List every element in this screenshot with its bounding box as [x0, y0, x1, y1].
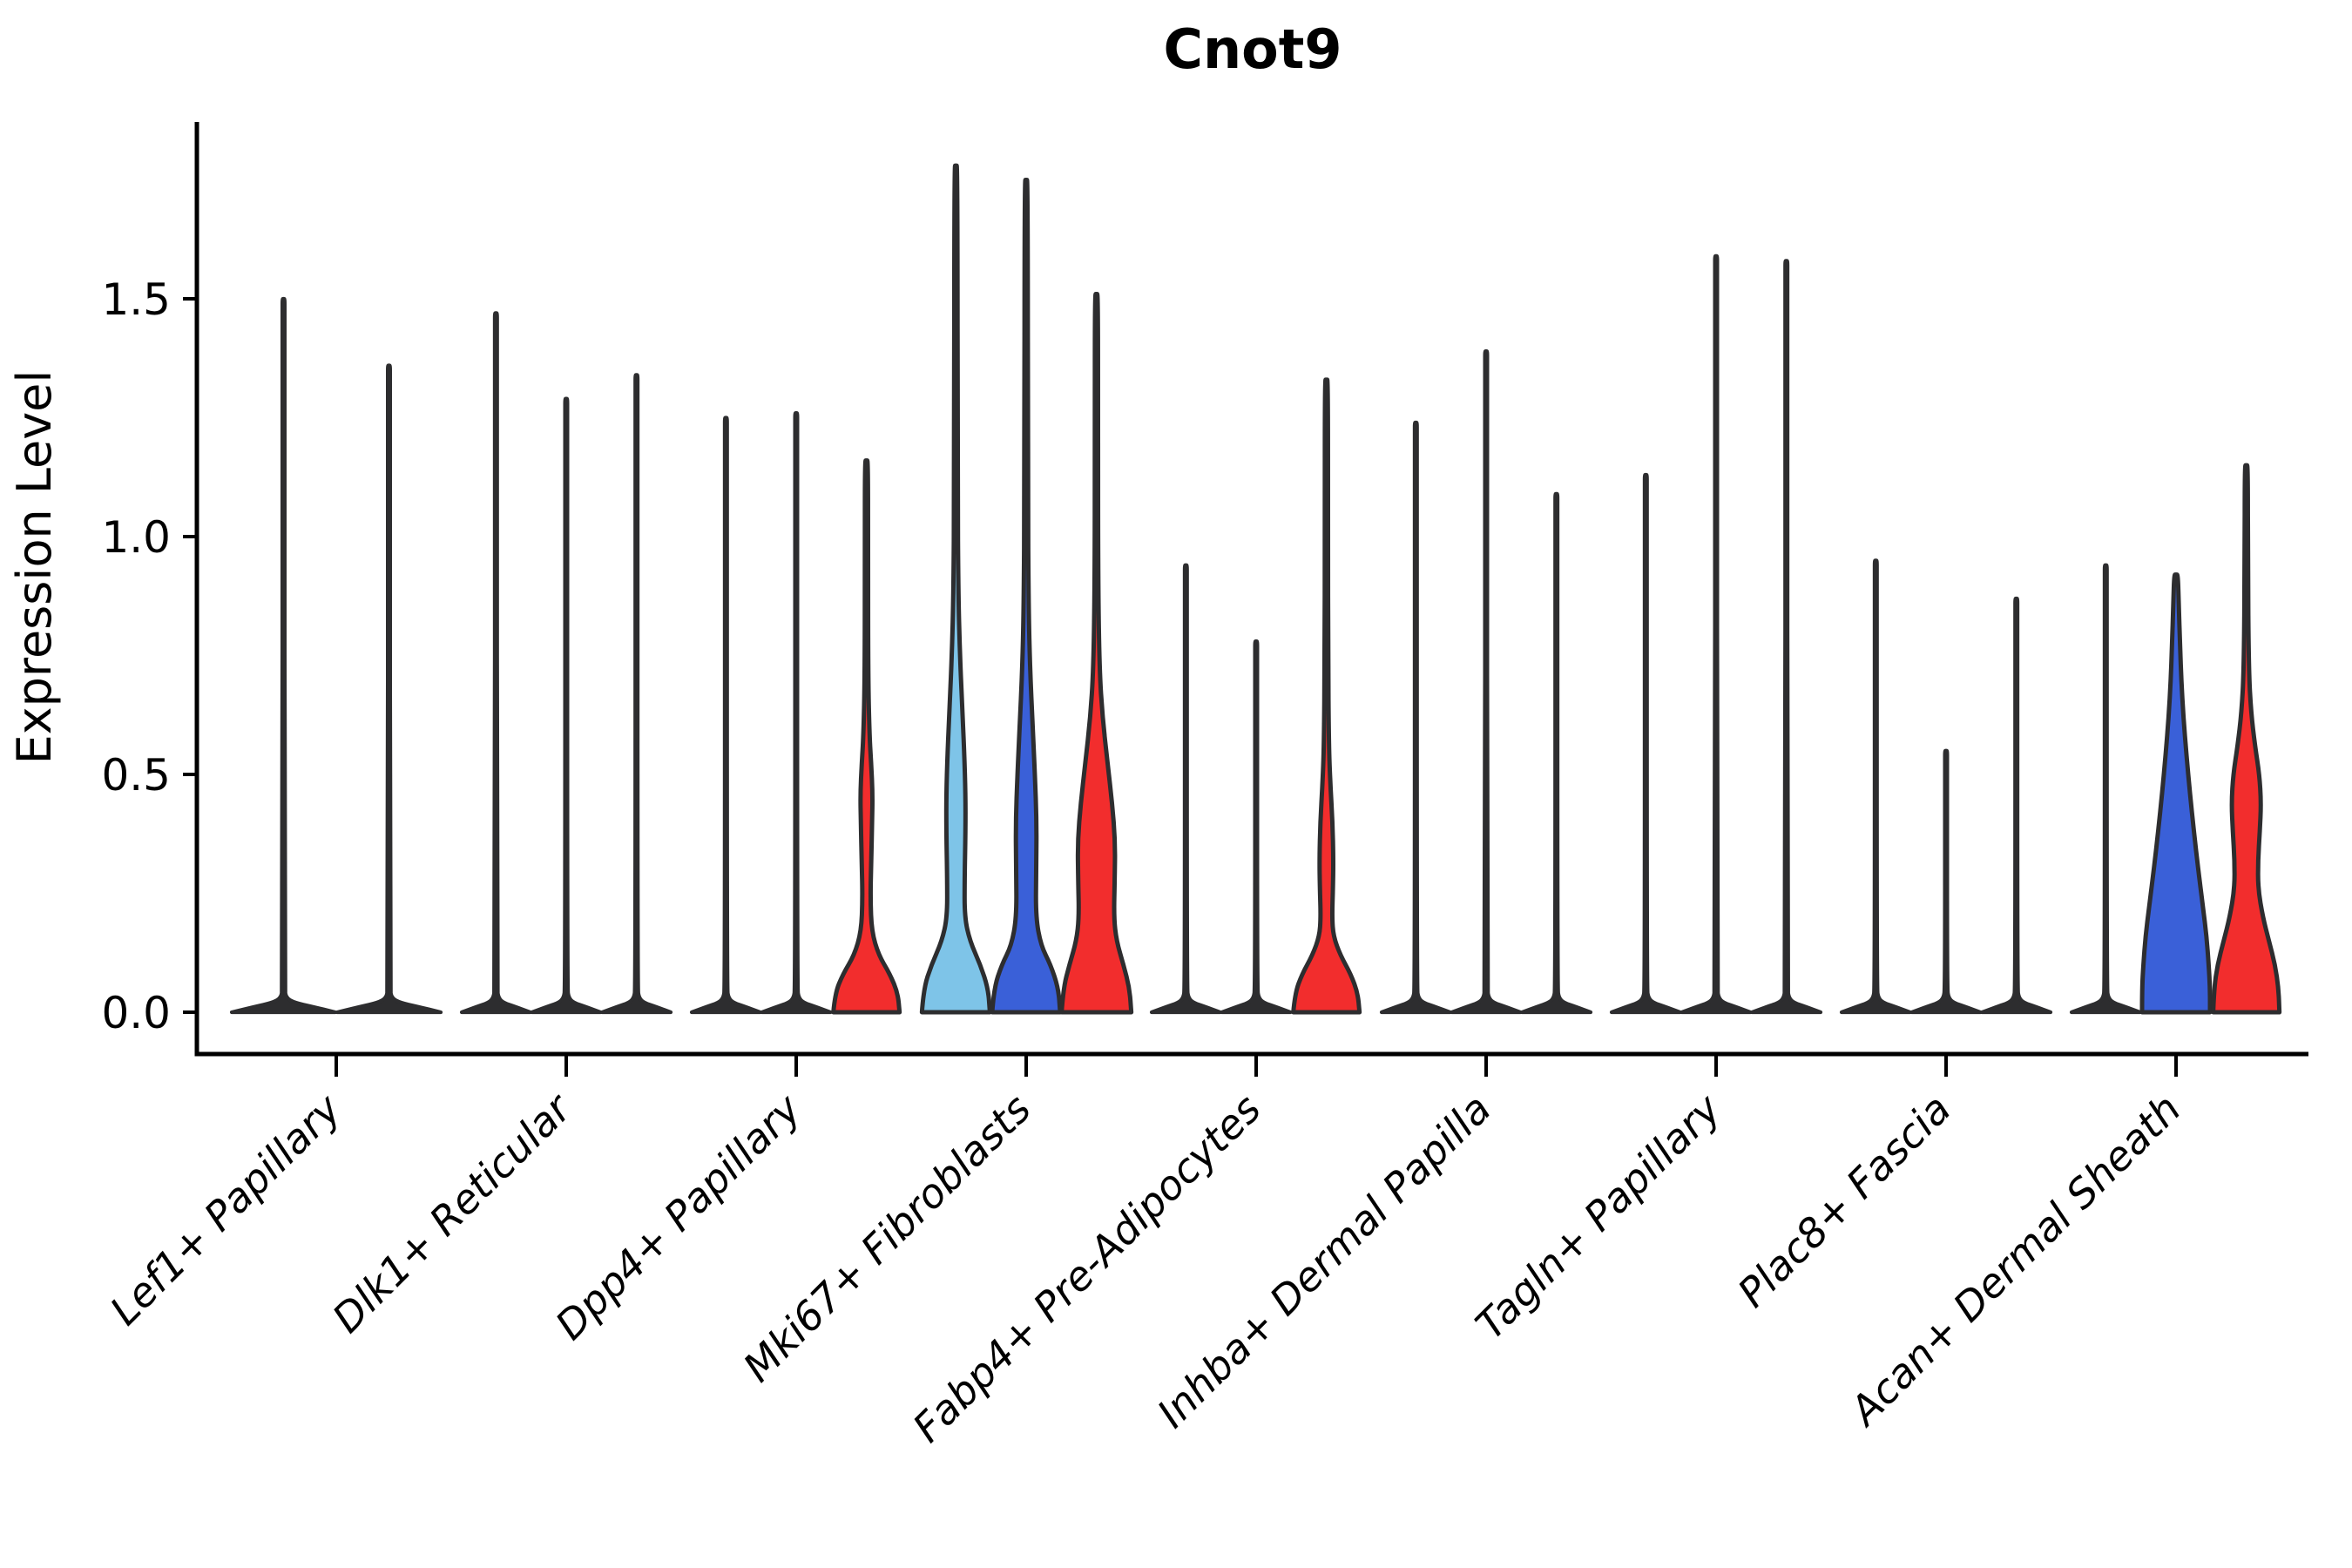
violin: [2069, 563, 2142, 1015]
x-category-label: Dlk1+ Reticular: [323, 1083, 582, 1342]
y-tick-label: 0.5: [101, 750, 171, 801]
violin: [831, 458, 902, 1015]
x-category-label: Plac8+ Fascia: [1728, 1085, 1959, 1316]
violin: [1520, 491, 1593, 1015]
violin: [2139, 572, 2213, 1015]
violin: [689, 416, 762, 1015]
y-axis-ticks: 0.0 0.5 1.0 1.5: [101, 274, 197, 1038]
y-tick-label: 0.0: [101, 988, 171, 1038]
violin: [760, 410, 833, 1015]
violin: [1291, 377, 1362, 1015]
violin: [1980, 596, 2053, 1015]
violin: [1450, 348, 1523, 1015]
violin: [335, 363, 443, 1015]
violin: [229, 296, 338, 1015]
y-axis-label: Expression Level: [7, 370, 62, 765]
violin: [990, 178, 1063, 1015]
x-category-label: Dpp4+ Papillary: [546, 1085, 810, 1348]
y-tick-label: 1.5: [101, 274, 171, 325]
violin-series: [229, 163, 2282, 1015]
violin: [919, 163, 992, 1015]
chart-title: Cnot9: [1163, 17, 1342, 81]
x-axis-ticks: [335, 1054, 2178, 1077]
violin: [1909, 748, 1983, 1015]
x-category-label: Tagln+ Papillary: [1466, 1085, 1730, 1348]
axes: [194, 122, 2308, 1057]
violin: [1220, 639, 1293, 1015]
violin: [1680, 253, 1753, 1015]
violin: [1750, 259, 1823, 1015]
y-tick-label: 1.0: [101, 512, 171, 563]
violin: [1839, 558, 1912, 1015]
violin: [530, 396, 603, 1015]
violin: [459, 311, 532, 1015]
x-category-label: Lef1+ Papillary: [101, 1085, 350, 1334]
violin: [600, 373, 673, 1015]
violin: [2211, 463, 2282, 1015]
violin: [1609, 472, 1682, 1015]
violin: [1059, 292, 1134, 1015]
violin: [1149, 563, 1222, 1015]
violin: [1379, 420, 1452, 1015]
